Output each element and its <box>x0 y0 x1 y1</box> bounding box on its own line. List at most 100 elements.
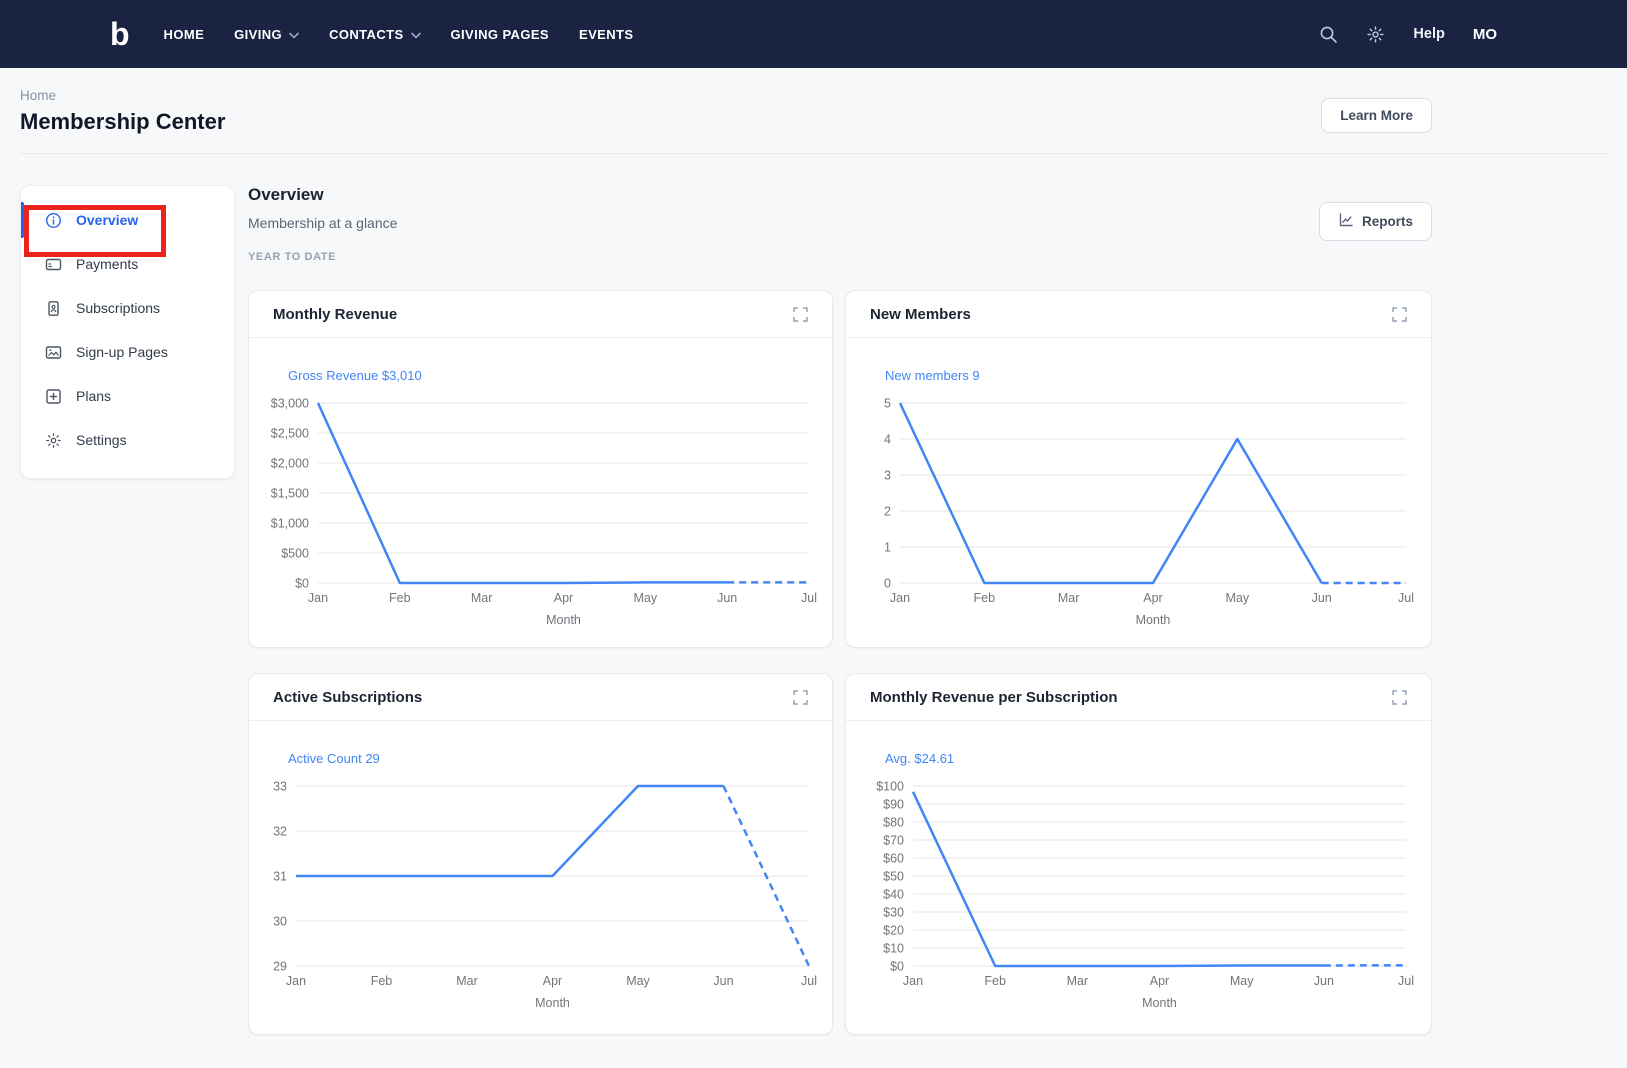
svg-text:Jun: Jun <box>1314 974 1334 988</box>
svg-text:Apr: Apr <box>1150 974 1169 988</box>
sidebar-item-label: Sign-up Pages <box>76 344 168 360</box>
monthly-revenue-card: Monthly Revenue Gross Revenue $3,010 $0 $… <box>248 290 833 648</box>
svg-text:$0: $0 <box>890 960 904 974</box>
sidebar-item-plans[interactable]: Plans <box>21 374 234 418</box>
breadcrumb[interactable]: Home <box>20 88 57 103</box>
learn-more-button[interactable]: Learn More <box>1321 98 1432 133</box>
main-menu: HOME GIVING CONTACTS GIVING PAGES EVENTS <box>164 27 634 42</box>
sidebar-item-subscriptions[interactable]: Subscriptions <box>21 286 234 330</box>
payment-card-icon <box>45 256 62 273</box>
svg-text:33: 33 <box>273 780 287 794</box>
svg-text:May: May <box>626 974 650 988</box>
svg-text:$80: $80 <box>883 816 904 830</box>
svg-text:Mar: Mar <box>1067 974 1089 988</box>
user-menu-initials[interactable]: MO <box>1472 25 1497 43</box>
card-title: New Members <box>870 305 971 323</box>
svg-text:$40: $40 <box>883 888 904 902</box>
sidebar-item-label: Subscriptions <box>76 300 161 316</box>
expand-icon[interactable] <box>793 306 808 322</box>
card-title: Monthly Revenue per Subscription <box>870 688 1118 706</box>
sidebar-item-label: Settings <box>76 432 127 448</box>
nav-item-contacts[interactable]: CONTACTS <box>329 27 421 42</box>
nav-item-giving-pages[interactable]: GIVING PAGES <box>450 26 549 42</box>
svg-text:1: 1 <box>884 541 891 555</box>
info-icon <box>45 212 62 229</box>
nav-item-home[interactable]: HOME <box>163 26 205 42</box>
sidebar-item-label: Plans <box>76 388 112 404</box>
svg-text:Apr: Apr <box>543 974 562 988</box>
svg-text:$1,500: $1,500 <box>271 487 309 501</box>
subscription-icon <box>45 300 62 317</box>
svg-text:0: 0 <box>884 577 891 591</box>
svg-text:$500: $500 <box>281 547 309 561</box>
svg-text:$90: $90 <box>883 798 904 812</box>
brand-logo[interactable]: b <box>110 16 130 52</box>
svg-text:$3,000: $3,000 <box>271 397 309 411</box>
period-label: YEAR TO DATE <box>248 251 337 263</box>
svg-text:$100: $100 <box>876 780 904 794</box>
svg-text:$1,000: $1,000 <box>271 517 309 531</box>
svg-text:32: 32 <box>273 825 287 839</box>
revenue-per-subscription-card: Monthly Revenue per Subscription Avg. $2… <box>845 673 1432 1035</box>
sidebar-item-label: Payments <box>76 256 139 272</box>
svg-text:$2,500: $2,500 <box>271 427 309 441</box>
svg-text:May: May <box>1230 974 1254 988</box>
expand-icon[interactable] <box>793 689 808 705</box>
svg-text:5: 5 <box>884 397 891 411</box>
reports-button[interactable]: Reports <box>1318 202 1432 241</box>
svg-text:Jan: Jan <box>308 591 328 605</box>
nav-right-group: Help MO <box>1319 25 1497 44</box>
svg-text:$60: $60 <box>883 852 904 866</box>
new-members-card: New Members New members 9 0 1 2 3 4 5 Jan Feb Ma… <box>845 290 1432 648</box>
svg-text:Jul: Jul <box>1398 591 1414 605</box>
sidebar-item-overview[interactable]: Overview <box>21 198 234 242</box>
svg-text:Feb: Feb <box>389 591 411 605</box>
sidebar-item-settings[interactable]: Settings <box>21 418 234 462</box>
svg-text:Jan: Jan <box>890 591 910 605</box>
svg-text:Month: Month <box>535 996 570 1010</box>
top-navigation: b HOME GIVING CONTACTS GIVING PAGES EVEN… <box>0 0 1627 68</box>
svg-text:2: 2 <box>884 505 891 519</box>
expand-icon[interactable] <box>1392 306 1407 322</box>
gear-icon <box>45 432 62 449</box>
card-title: Monthly Revenue <box>273 305 398 323</box>
svg-text:May: May <box>634 591 658 605</box>
svg-text:$0: $0 <box>295 577 309 591</box>
overview-panel: Overview Membership at a glance YEAR TO … <box>248 185 1432 1035</box>
svg-text:$50: $50 <box>883 870 904 884</box>
chart-legend: New members 9 <box>885 368 980 383</box>
nav-item-giving[interactable]: GIVING <box>234 27 299 42</box>
svg-text:Jun: Jun <box>717 591 737 605</box>
line-chart: $0 $500 $1,000 $1,500 $2,000 $2,500 $3,000 Jan F… <box>261 385 832 638</box>
search-icon[interactable] <box>1319 25 1338 44</box>
chevron-down-icon <box>410 27 421 42</box>
plus-square-icon <box>45 388 62 405</box>
nav-item-events[interactable]: EVENTS <box>579 26 634 42</box>
expand-icon[interactable] <box>1392 689 1407 705</box>
image-icon <box>45 344 62 361</box>
sidebar-item-payments[interactable]: Payments <box>21 242 234 286</box>
svg-text:Month: Month <box>1136 613 1171 627</box>
svg-text:Apr: Apr <box>1143 591 1162 605</box>
svg-text:Mar: Mar <box>456 974 478 988</box>
line-chart: 0 1 2 3 4 5 Jan Feb Mar Apr May Jun Jul Month <box>858 385 1431 638</box>
header-divider <box>20 153 1607 154</box>
svg-text:Month: Month <box>1142 996 1177 1010</box>
svg-text:Jun: Jun <box>713 974 733 988</box>
svg-text:$70: $70 <box>883 834 904 848</box>
gear-icon[interactable] <box>1366 25 1385 44</box>
svg-text:Feb: Feb <box>974 591 996 605</box>
sidebar-item-signup-pages[interactable]: Sign-up Pages <box>21 330 234 374</box>
line-chart: $0 $10 $20 $30 $40 $50 $60 $70 $80 $90 $100 Jan Feb M… <box>858 768 1431 1021</box>
svg-text:29: 29 <box>273 960 287 974</box>
svg-text:Jul: Jul <box>801 974 817 988</box>
chart-legend: Avg. $24.61 <box>885 751 955 766</box>
svg-text:Jul: Jul <box>801 591 817 605</box>
chart-legend: Active Count 29 <box>288 751 380 766</box>
svg-text:Apr: Apr <box>554 591 573 605</box>
help-link[interactable]: Help <box>1413 26 1445 42</box>
svg-text:$10: $10 <box>883 942 904 956</box>
svg-text:Feb: Feb <box>984 974 1006 988</box>
active-subscriptions-card: Active Subscriptions Active Count 29 29 3… <box>248 673 833 1035</box>
page-header: Home Membership Center <box>0 68 1627 135</box>
